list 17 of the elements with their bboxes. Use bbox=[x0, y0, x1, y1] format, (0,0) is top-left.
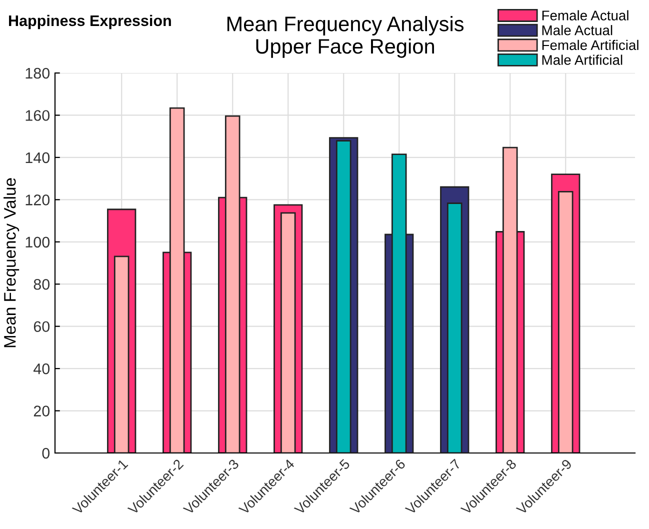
chart-title: Mean Frequency Analysis Upper Face Region bbox=[227, 16, 464, 58]
y-tick-label: 140 bbox=[26, 152, 50, 164]
y-tick-label: 160 bbox=[26, 110, 50, 121]
y-tick-label: 180 bbox=[26, 68, 50, 79]
y-tick-label: 100 bbox=[26, 236, 50, 248]
y-tick-label: 80 bbox=[34, 278, 50, 290]
y-tick-label: 20 bbox=[34, 406, 50, 416]
text: Happiness Expression bbox=[9, 14, 171, 30]
legend-label: Female Artificial bbox=[542, 40, 638, 50]
y-axis-title: Mean Frequency Value bbox=[4, 178, 20, 348]
legend-label: Male Actual bbox=[542, 25, 612, 36]
y-tick-label: 120 bbox=[26, 194, 50, 206]
legend-label: Female Actual bbox=[542, 10, 628, 20]
legend-label: Male Artificial bbox=[542, 54, 622, 65]
y-tick-label: 40 bbox=[34, 363, 50, 374]
y-tick-label: 0 bbox=[42, 448, 50, 459]
y-tick-label: 60 bbox=[34, 321, 50, 332]
